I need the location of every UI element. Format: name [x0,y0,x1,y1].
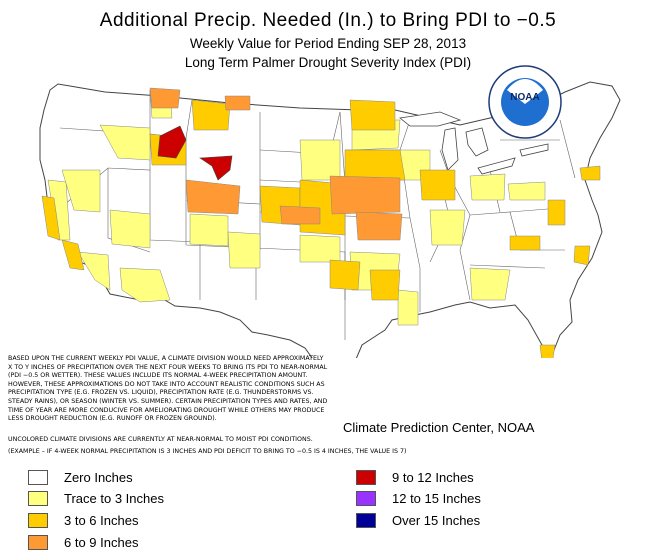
legend-label-9to12: 9 to 12 Inches [392,470,474,485]
legend-item-6to9: 6 to 9 Inches [28,535,138,550]
legend-label-3to6: 3 to 6 Inches [64,513,139,528]
legend-label-6to9: 6 to 9 Inches [64,535,139,550]
legend-swatch-trace [28,491,48,506]
uncolored-note: UNCOLORED CLIMATE DIVISIONS ARE CURRENTL… [8,436,313,443]
legend-item-12to15: 12 to 15 Inches [356,491,481,506]
legend-label-zero: Zero Inches [64,470,133,485]
us-climate-division-map [39,81,621,358]
legend-swatch-12to15 [356,491,376,506]
legend-item-over15: Over 15 Inches [356,513,480,528]
category-6to9-regions [149,87,403,241]
great-lakes [399,111,549,175]
explanation-note: BASED UPON THE CURRENT WEEKLY PDI VALUE,… [8,355,328,423]
legend-label-over15: Over 15 Inches [392,513,481,528]
noaa-logo: NOAA [487,64,563,140]
legend-swatch-3to6 [28,513,48,528]
legend-item-9to12: 9 to 12 Inches [356,470,474,485]
noaa-logo-label: NOAA [510,92,540,103]
legend-label-trace: Trace to 3 Inches [64,491,164,506]
category-9to12-regions [157,125,233,181]
legend-swatch-over15 [356,513,376,528]
legend-item-trace: Trace to 3 Inches [28,491,164,506]
legend-item-zero: Zero Inches [28,470,133,485]
legend-swatch-zero [28,470,48,485]
legend-swatch-6to9 [28,535,48,550]
map-title: Additional Precip. Needed (In.) to Bring… [99,10,557,31]
legend-swatch-9to12 [356,470,376,485]
example-note: (EXAMPLE – IF 4-WEEK NORMAL PRECIPITATIO… [8,448,407,455]
map-subtitle-period: Weekly Value for Period Ending SEP 28, 2… [189,36,467,51]
legend-label-12to15: 12 to 15 Inches [392,491,481,506]
legend-item-3to6: 3 to 6 Inches [28,513,138,528]
credit-label: Climate Prediction Center, NOAA [343,420,535,435]
map-subtitle-index: Long Term Palmer Drought Severity Index … [184,55,472,70]
